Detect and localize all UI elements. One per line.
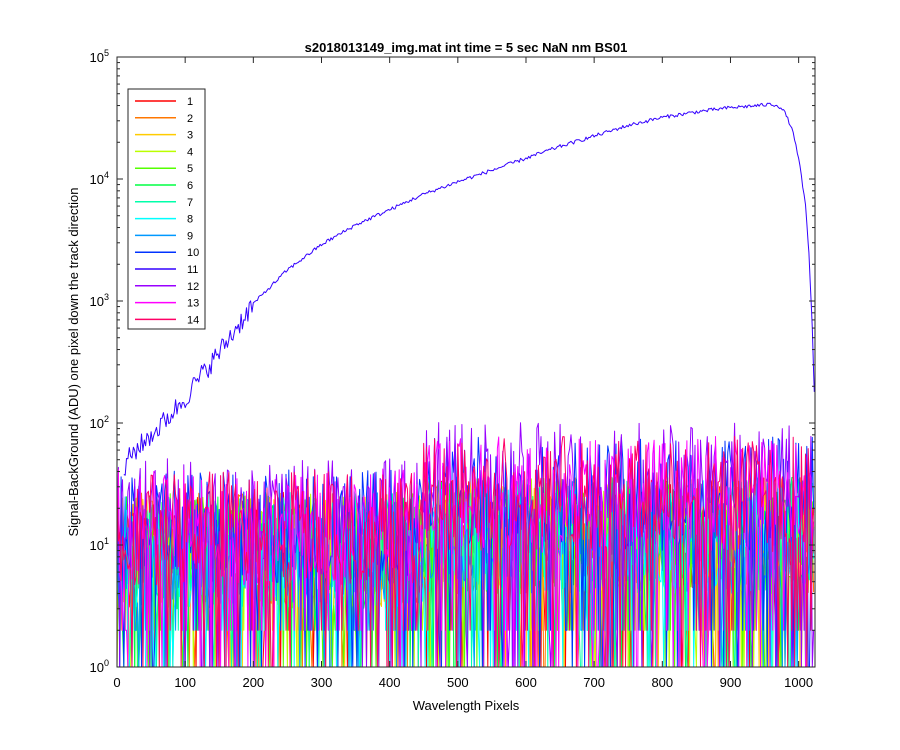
legend-label-7: 7 bbox=[187, 197, 193, 209]
x-tick-label: 400 bbox=[379, 675, 401, 690]
legend-label-13: 13 bbox=[187, 298, 199, 310]
x-tick-label: 700 bbox=[583, 675, 605, 690]
legend-label-4: 4 bbox=[187, 146, 193, 158]
series-line-14 bbox=[117, 435, 815, 667]
x-axis: 0 100 200 300 400 500 600 700 800 900 1000 bbox=[113, 57, 813, 690]
x-tick-label: 300 bbox=[311, 675, 333, 690]
legend-label-1: 1 bbox=[187, 96, 193, 108]
x-tick-label: 500 bbox=[447, 675, 469, 690]
series-line-11 bbox=[123, 102, 815, 476]
x-tick-label: 0 bbox=[113, 675, 120, 690]
y-tick-exponent: 2 bbox=[104, 414, 109, 424]
x-axis-label: Wavelength Pixels bbox=[413, 698, 520, 713]
legend-label-14: 14 bbox=[187, 314, 199, 326]
y-tick-exponent: 4 bbox=[104, 170, 109, 180]
x-tick-label: 200 bbox=[242, 675, 264, 690]
legend-label-2: 2 bbox=[187, 113, 193, 125]
y-tick-exponent: 5 bbox=[104, 48, 109, 58]
y-tick-exponent: 1 bbox=[104, 536, 109, 546]
x-tick-label: 100 bbox=[174, 675, 196, 690]
x-tick-label: 1000 bbox=[784, 675, 813, 690]
x-tick-label: 900 bbox=[720, 675, 742, 690]
x-tick-label: 800 bbox=[651, 675, 673, 690]
chart-title: s2018013149_img.mat int time = 5 sec NaN… bbox=[305, 40, 628, 55]
legend-box bbox=[127, 88, 206, 330]
legend-label-8: 8 bbox=[187, 214, 193, 226]
y-axis-label: Signal-BackGround (ADU) one pixel down t… bbox=[66, 187, 81, 536]
y-tick-exponent: 0 bbox=[104, 658, 109, 668]
legend-label-5: 5 bbox=[187, 163, 193, 175]
legend-label-11: 11 bbox=[187, 264, 198, 276]
series-line-13 bbox=[117, 436, 815, 667]
y-tick-exponent: 3 bbox=[104, 292, 109, 302]
legend-label-12: 12 bbox=[187, 281, 199, 293]
series-layer bbox=[117, 102, 815, 667]
x-tick-label: 600 bbox=[515, 675, 537, 690]
plot-frame bbox=[116, 56, 816, 668]
legend-label-10: 10 bbox=[187, 247, 199, 259]
legend-label-6: 6 bbox=[187, 180, 193, 192]
legend-label-3: 3 bbox=[187, 130, 193, 142]
legend-label-9: 9 bbox=[187, 230, 193, 242]
